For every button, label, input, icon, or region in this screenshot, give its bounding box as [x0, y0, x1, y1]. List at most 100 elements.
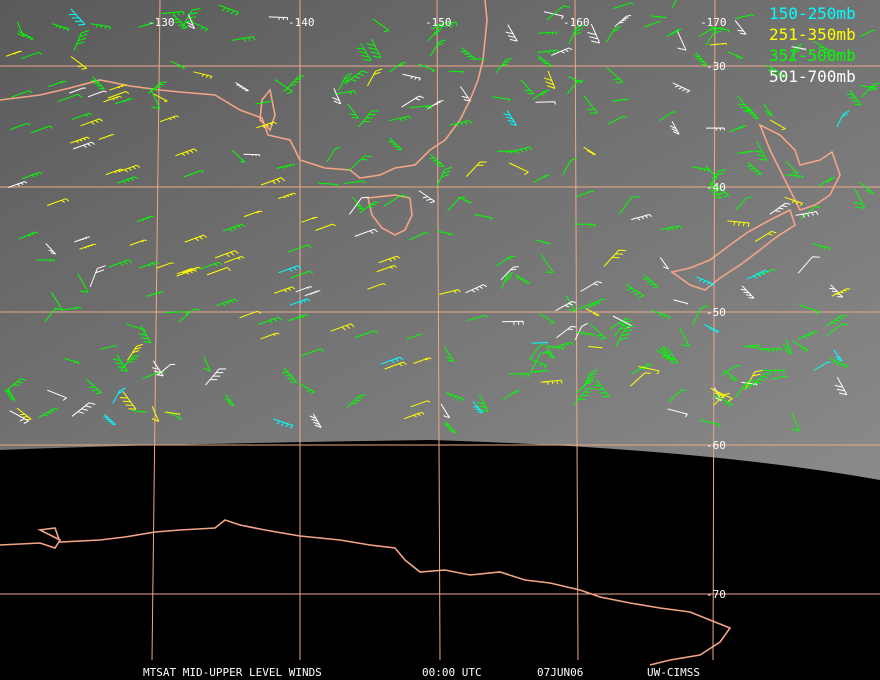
wind-barb [388, 115, 412, 122]
graticule [0, 0, 880, 661]
wind-barb [691, 166, 710, 173]
wind-barb [71, 402, 96, 417]
wind-barb [5, 50, 22, 57]
wind-barb [791, 412, 800, 432]
wind-barb [797, 256, 820, 274]
wind-barb [443, 420, 456, 434]
wind-barb [545, 346, 555, 359]
wind-barb [47, 389, 67, 401]
wind-barb [500, 266, 519, 281]
wind-barb [429, 39, 446, 57]
legend-entry: 351-500mb [769, 46, 856, 65]
latitude-label: -50 [706, 306, 726, 319]
wind-barb [114, 98, 133, 105]
wind-barb [583, 369, 598, 389]
wind-barb [366, 38, 382, 59]
wind-barb [754, 230, 777, 243]
wind-barb [551, 47, 573, 56]
wind-barb [492, 96, 511, 102]
wind-barb [334, 90, 357, 95]
wind-barb [18, 30, 34, 40]
wind-barb [199, 261, 223, 270]
longitude-label: -130 [148, 16, 175, 29]
wind-barb [277, 192, 296, 200]
wind-barb [388, 137, 403, 151]
wind-barb [580, 281, 602, 292]
wind-barb [285, 75, 305, 91]
wind-barb [495, 255, 516, 267]
wind-barb [562, 157, 578, 176]
wind-barb [127, 343, 144, 361]
wind-barb [705, 27, 724, 46]
wind-barb [108, 259, 133, 268]
wind-barb [388, 62, 407, 73]
wind-barb [833, 349, 843, 362]
wind-barb [539, 313, 555, 324]
wind-barb [222, 223, 246, 232]
wind-barb [625, 283, 644, 298]
wind-barb [704, 324, 720, 333]
wind-barb [156, 363, 176, 376]
wind-barb [692, 305, 709, 326]
wind-barb [859, 182, 874, 194]
wind-barb [699, 419, 721, 428]
wind-barb [300, 348, 325, 357]
wind-barb [38, 408, 59, 419]
wind-barb [36, 259, 55, 262]
wind-barb [476, 394, 489, 413]
wind-barb [446, 392, 464, 402]
wind-barb [290, 270, 314, 279]
wind-barb [153, 93, 168, 102]
wind-barb [91, 23, 111, 30]
wind-barb [460, 47, 476, 60]
wind-barb [318, 182, 338, 188]
wind-barb [501, 271, 514, 290]
wind-barb [315, 223, 336, 231]
wind-barb [138, 325, 152, 344]
wind-barb [148, 81, 167, 94]
wind-barb [613, 2, 634, 9]
wind-barb [508, 373, 530, 378]
wind-barb [16, 21, 25, 37]
wind-barb [528, 358, 548, 368]
wind-barb [509, 146, 533, 154]
wind-barb [811, 243, 831, 251]
wind-barb [587, 23, 601, 44]
wind-barb [536, 239, 551, 245]
wind-barb [631, 363, 653, 375]
footer-date: 07JUN06 [537, 666, 583, 679]
wind-barb [378, 255, 400, 264]
wind-barb [531, 342, 548, 344]
longitude-label: -160 [563, 16, 590, 29]
wind-barb [520, 79, 534, 95]
wind-barb [568, 76, 583, 84]
wind-barb [447, 196, 466, 212]
wind-barb [224, 256, 245, 264]
wind-barb [825, 314, 848, 327]
wind-barb [89, 265, 106, 288]
wind-barb [9, 410, 29, 424]
wind-barb [159, 115, 180, 123]
latitude-label: -70 [706, 588, 726, 601]
wind-barb [243, 153, 261, 157]
wind-barb [344, 70, 368, 85]
wind-barb [151, 406, 160, 422]
wind-barb [546, 5, 570, 21]
wind-barb [186, 14, 195, 30]
wind-barb [834, 377, 848, 396]
wind-barb [740, 285, 755, 299]
wind-barb [472, 400, 484, 414]
wind-barb [761, 348, 782, 352]
wind-barb [713, 393, 730, 406]
wind-barb [535, 101, 556, 105]
wind-barb [112, 354, 129, 372]
wind-barb [607, 116, 627, 125]
wind-barb [156, 262, 174, 269]
wind-barb [853, 188, 866, 209]
wind-barb [273, 286, 296, 294]
wind-barb [502, 390, 520, 401]
wind-barb [585, 308, 600, 316]
wind-barb [50, 291, 63, 311]
wind-barb [439, 289, 461, 295]
wind-barb [537, 31, 558, 35]
